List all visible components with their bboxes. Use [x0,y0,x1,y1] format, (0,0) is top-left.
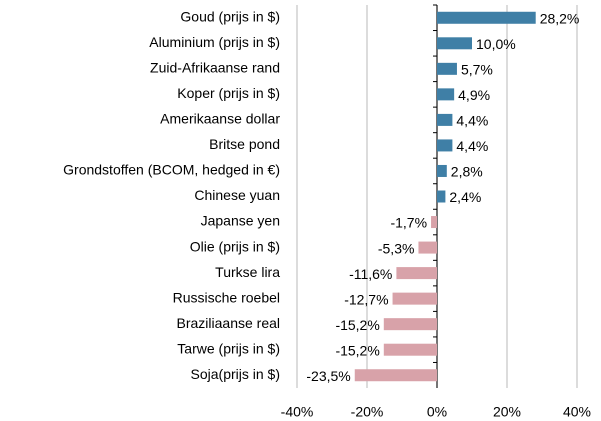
value-label: -1,7% [390,215,427,231]
x-tick-label: 40% [563,404,591,420]
y-tick-label: Soja(prijs in $) [191,366,280,382]
y-tick-label: Koper (prijs in $) [177,85,280,101]
value-label: -15,2% [335,317,379,333]
y-tick-label: Chinese yuan [194,187,280,203]
value-label: 28,2% [540,10,580,26]
y-tick-label: Japanse yen [201,213,280,229]
y-tick-label: Braziliaanse real [177,315,281,331]
bar [383,318,437,331]
bar [437,11,536,24]
y-tick-label: Tarwe (prijs in $) [177,340,280,356]
value-label: 2,8% [451,164,483,180]
x-tick-label: -40% [281,404,314,420]
value-label: -5,3% [378,240,415,256]
bar [437,37,472,50]
y-tick-label: Goud (prijs in $) [180,8,280,24]
bar [383,343,437,356]
value-label: 10,0% [476,36,516,52]
bar [437,113,453,126]
y-tick-label: Amerikaanse dollar [160,111,280,127]
value-label: -15,2% [335,342,379,358]
value-label: -11,6% [349,266,392,282]
bar [437,62,457,75]
value-label: 2,4% [449,189,481,205]
x-tick-label: 0% [427,404,447,420]
y-tick-label: Turkse lira [215,264,280,280]
x-tick-label: -20% [351,404,384,420]
y-tick-label: Britse pond [209,136,280,152]
value-label: -23,5% [306,368,350,384]
bar [437,190,446,203]
y-tick-label: Aluminium (prijs in $) [149,34,280,50]
bar [418,241,437,254]
bar [431,216,437,229]
bar [437,139,453,152]
value-label: 4,4% [456,113,488,129]
value-label: 4,4% [456,138,488,154]
bar [392,292,437,305]
value-label: 4,9% [458,87,490,103]
y-tick-label: Russische roebel [173,289,280,305]
value-label: 5,7% [461,62,493,78]
y-tick-label: Grondstoffen (BCOM, hedged in €) [63,162,280,178]
bar [396,267,437,280]
x-tick-label: 20% [493,404,521,420]
bar [437,164,447,177]
value-label: -12,7% [344,291,388,307]
y-tick-label: Olie (prijs in $) [190,238,280,254]
bar [354,369,437,382]
y-tick-label: Zuid-Afrikaanse rand [150,60,280,76]
bar [437,88,455,101]
